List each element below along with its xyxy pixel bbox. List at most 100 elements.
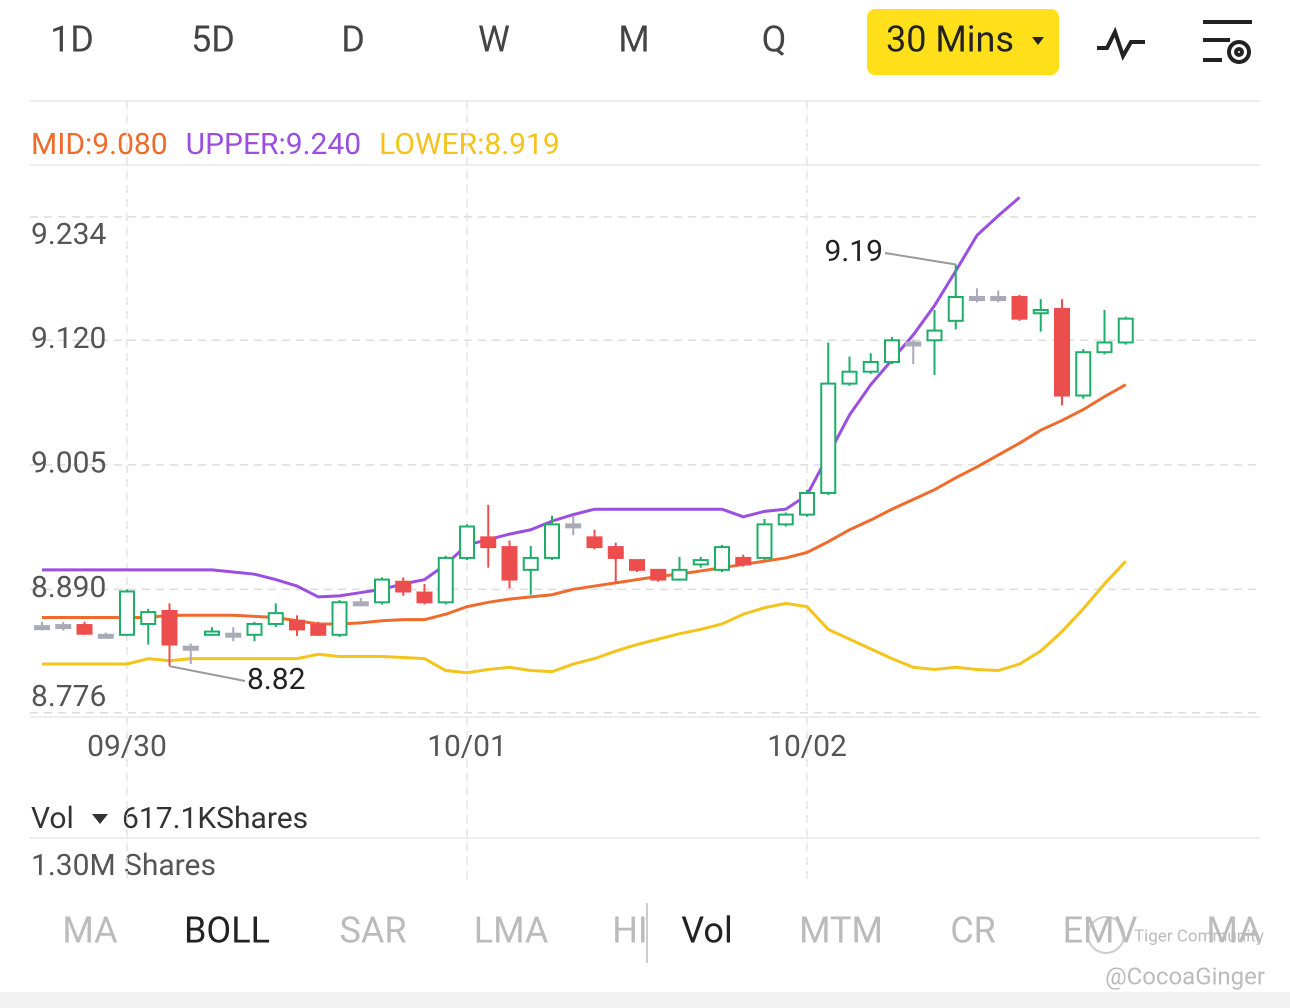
timeframe-tab[interactable]: D — [341, 19, 365, 61]
timeframe-tab[interactable]: 1D — [50, 19, 94, 61]
indicator-line — [42, 383, 1127, 626]
timeframe-tab[interactable]: Q — [762, 19, 787, 61]
candle-body — [480, 536, 497, 549]
volume-total: 617.1KShares — [122, 801, 308, 836]
volume-scale: 1.30M — [31, 848, 116, 883]
candle-body — [756, 523, 773, 559]
interval-button[interactable] — [867, 9, 1059, 75]
watermark-logo — [1087, 916, 1125, 954]
candle-body — [459, 525, 475, 559]
dropdown-caret — [1032, 37, 1044, 45]
candle-body — [692, 559, 709, 566]
candle-body — [947, 296, 964, 322]
watermark: Tiger Community — [1134, 926, 1264, 946]
username: @CocoaGinger — [1105, 962, 1265, 990]
interval-label[interactable]: 30 Mins — [886, 19, 1014, 61]
bottom-bar — [0, 992, 1290, 1008]
settings-icon[interactable] — [1203, 20, 1252, 64]
candle-body — [182, 645, 199, 651]
candle-body — [629, 559, 645, 571]
dropdown-caret — [92, 814, 108, 824]
indicator-line — [42, 196, 1021, 599]
candle-body — [884, 339, 900, 363]
legend-entry: LOWER:8.919 — [379, 127, 560, 162]
candle-body — [1011, 296, 1028, 320]
candle-body — [1075, 351, 1092, 397]
sub-indicator-tab[interactable]: MTM — [799, 910, 883, 952]
candle-body — [799, 491, 815, 516]
indicator-tab[interactable]: HI — [612, 910, 647, 952]
candle-body — [1054, 307, 1070, 397]
timeframe-tab[interactable]: W — [478, 19, 510, 61]
y-tick-label: 9.005 — [31, 446, 106, 481]
candle-body — [395, 580, 412, 593]
sub-indicator-tab[interactable]: EMV — [1063, 910, 1138, 952]
candle-body — [544, 523, 560, 559]
candle-body — [905, 341, 922, 347]
y-tick-label: 9.120 — [31, 321, 106, 356]
candle-body — [1032, 308, 1049, 315]
x-tick-label: 10/02 — [767, 729, 847, 764]
candle-body — [55, 624, 72, 630]
candle-body — [310, 624, 327, 636]
x-tick-label: 09/30 — [87, 729, 167, 764]
sub-indicator-tab[interactable]: CR — [950, 910, 996, 952]
indicator-tab[interactable]: LMA — [474, 910, 549, 952]
candle-body — [225, 632, 242, 638]
legend-entry: UPPER:9.240 — [186, 127, 361, 162]
indicator-tab[interactable]: MA — [62, 910, 118, 952]
candle-body — [735, 556, 752, 566]
candle-body — [119, 590, 135, 636]
candle-body — [374, 578, 390, 604]
candle-body — [841, 370, 858, 385]
candle-body — [862, 360, 879, 373]
timeframe-tab[interactable]: M — [618, 19, 649, 61]
candle-body — [650, 568, 667, 581]
y-tick-label: 8.776 — [31, 679, 106, 714]
candle-body — [586, 536, 603, 549]
candle-body — [267, 612, 284, 625]
candle-body — [990, 296, 1007, 302]
annotation: 8.82 — [247, 662, 306, 697]
chart-type-icon[interactable] — [1097, 26, 1145, 61]
legend-entry: MID:9.080 — [31, 127, 168, 162]
volume-label[interactable]: Vol — [31, 801, 74, 836]
candle-body — [246, 622, 263, 636]
candle-body — [820, 382, 837, 494]
candle-body — [140, 611, 157, 625]
plot — [34, 196, 1134, 675]
candle-body — [671, 568, 688, 581]
candle-body — [1117, 317, 1134, 344]
annotation: 9.19 — [825, 234, 884, 269]
candle-body — [607, 546, 624, 559]
timeframe-tab[interactable]: 5D — [191, 19, 235, 61]
candle-body — [522, 556, 539, 571]
candle-body — [204, 630, 220, 636]
candle-body — [501, 546, 518, 581]
indicator-line — [42, 560, 1127, 675]
candle-body — [352, 601, 369, 607]
candle-body — [76, 624, 93, 635]
annotation-leader — [169, 665, 246, 682]
indicator-tab[interactable]: BOLL — [184, 910, 270, 952]
candle-body — [161, 609, 178, 646]
candle-body — [289, 619, 305, 631]
candle-body — [926, 329, 943, 342]
sub-indicator-tab[interactable]: MA — [1206, 910, 1262, 952]
annotation-leader — [884, 252, 956, 266]
y-tick-label: 8.890 — [31, 570, 106, 605]
x-tick-label: 10/01 — [427, 729, 507, 764]
indicator-tab[interactable]: SAR — [339, 910, 406, 952]
y-tick-label: 9.234 — [31, 217, 106, 252]
candle-body — [714, 546, 730, 571]
candle-body — [331, 601, 348, 636]
candle-body — [777, 513, 794, 526]
candle-body — [969, 296, 985, 302]
candle-body — [34, 625, 50, 631]
candle-body — [416, 591, 433, 604]
candle-body — [565, 523, 582, 529]
candle-body — [437, 556, 454, 604]
sub-indicator-tab[interactable]: Vol — [681, 910, 732, 952]
